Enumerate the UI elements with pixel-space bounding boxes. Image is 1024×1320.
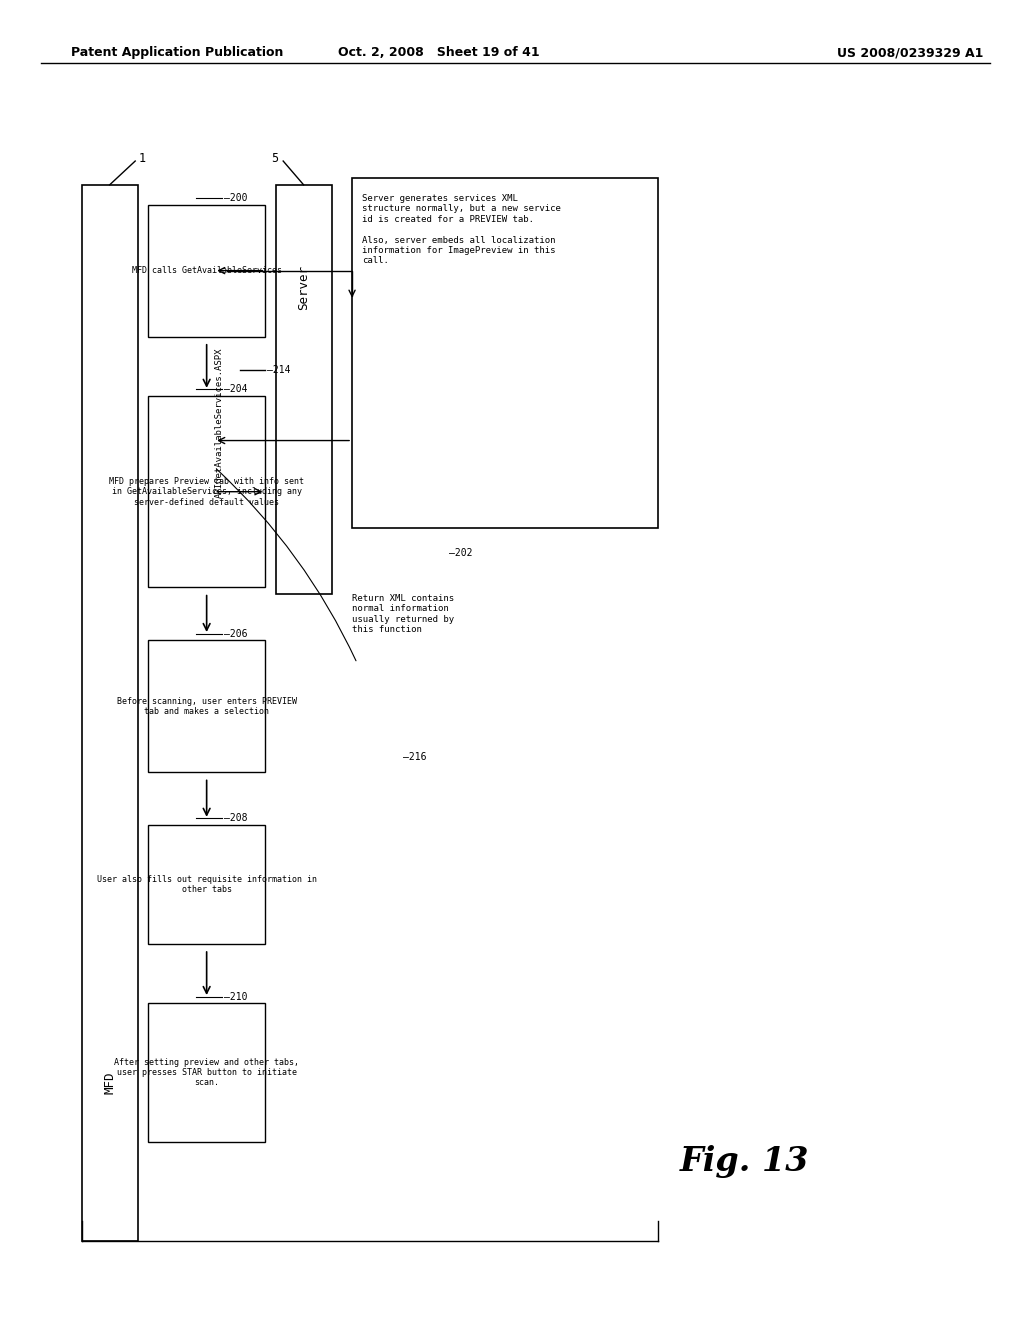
Text: Oct. 2, 2008   Sheet 19 of 41: Oct. 2, 2008 Sheet 19 of 41	[338, 46, 540, 59]
Bar	[275, 185, 332, 594]
Bar	[148, 396, 265, 587]
Text: —208: —208	[224, 813, 248, 824]
Text: —206: —206	[224, 628, 248, 639]
Text: Patent Application Publication: Patent Application Publication	[72, 46, 284, 59]
Text: User also fills out requisite information in
other tabs: User also fills out requisite informatio…	[96, 875, 316, 894]
Text: MFD calls GetAvailableServices: MFD calls GetAvailableServices	[132, 267, 282, 275]
Bar	[148, 205, 265, 337]
Bar	[148, 1003, 265, 1142]
Text: Server generates services XML
structure normally, but a new service
id is create: Server generates services XML structure …	[362, 194, 561, 265]
Text: 1: 1	[138, 152, 145, 165]
Bar	[148, 640, 265, 772]
Text: After setting preview and other tabs,
user presses STAR button to initiate
scan.: After setting preview and other tabs, us…	[114, 1057, 299, 1088]
Text: APIGetAvailableServices.ASPX: APIGetAvailableServices.ASPX	[215, 347, 224, 498]
Text: —202: —202	[449, 548, 472, 558]
Text: MFD prepares Preview tab with info sent
in GetAvailableServices, including any
s: MFD prepares Preview tab with info sent …	[110, 477, 304, 507]
Text: MFD: MFD	[103, 1071, 116, 1094]
Bar	[148, 825, 265, 944]
Bar	[352, 178, 658, 528]
Text: Return XML contains
normal information
usually returned by
this function: Return XML contains normal information u…	[352, 594, 455, 634]
Text: 5: 5	[271, 152, 279, 165]
Text: —204: —204	[224, 384, 248, 395]
Text: Before scanning, user enters PREVIEW
tab and makes a selection: Before scanning, user enters PREVIEW tab…	[117, 697, 297, 715]
Text: Server: Server	[297, 264, 310, 310]
Text: US 2008/0239329 A1: US 2008/0239329 A1	[837, 46, 983, 59]
Text: Fig. 13: Fig. 13	[680, 1144, 810, 1177]
Text: —210: —210	[224, 991, 248, 1002]
Bar	[82, 185, 138, 1241]
Text: —216: —216	[403, 752, 427, 763]
Text: —200: —200	[224, 193, 248, 203]
Text: —214: —214	[267, 364, 291, 375]
